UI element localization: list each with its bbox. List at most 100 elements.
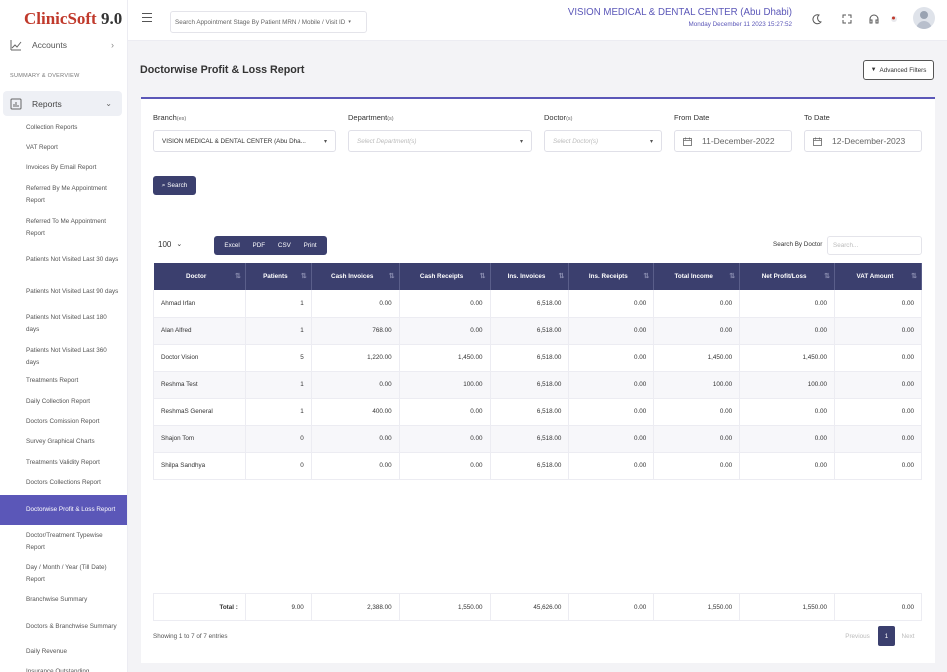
table-header-row: Doctor ⇅ Patients ⇅ Cash Invoices ⇅ Cash Recei… bbox=[153, 263, 922, 290]
sidebar-submenu-item[interactable]: Branchwise Summary bbox=[26, 596, 88, 603]
to-date-label: To Date bbox=[804, 113, 830, 122]
caret-down-icon: ▾ bbox=[348, 19, 351, 25]
column-header[interactable]: Cash Receipts ⇅ bbox=[399, 263, 491, 290]
table-cell: 6,518.00 bbox=[490, 425, 570, 453]
table-search-input[interactable]: Search... bbox=[827, 236, 922, 255]
sidebar-submenu-item[interactable]: Doctor/Treatment Typewise Report bbox=[26, 532, 103, 551]
column-header[interactable]: Ins. Receipts ⇅ bbox=[568, 263, 655, 290]
export-excel-button[interactable]: Excel bbox=[224, 242, 240, 249]
table-cell: 0.00 bbox=[834, 398, 922, 426]
column-header-label: Ins. Receipts bbox=[588, 273, 628, 280]
table-cell: 1,450.00 bbox=[739, 344, 836, 372]
branch-label: Branch(es) bbox=[153, 113, 187, 122]
menu-toggle-icon[interactable] bbox=[142, 13, 152, 23]
sort-icon: ⇅ bbox=[479, 273, 486, 280]
table-cell: 0.00 bbox=[739, 452, 836, 480]
entries-info: Showing 1 to 7 of 7 entries bbox=[153, 633, 228, 640]
totals-table: Total :9.00 2,388.00 1,550.00 45,626.00 0.00… bbox=[153, 593, 922, 621]
table-row: Ahmad Irfan 1 0.00 0.00 6,518.00 0.00 0.00 0.00… bbox=[153, 290, 922, 318]
sidebar-submenu-item[interactable]: Doctorwise Profit & Loss Report bbox=[0, 495, 127, 525]
sidebar-submenu-item[interactable]: Patients Not Visited Last 180 days bbox=[26, 314, 107, 333]
sidebar-submenu-item[interactable]: VAT Report bbox=[26, 144, 58, 151]
sidebar-item-reports[interactable]: Reports ⌄ bbox=[3, 91, 122, 116]
avatar[interactable] bbox=[913, 7, 935, 29]
column-header[interactable]: Net Profit/Loss ⇅ bbox=[739, 263, 836, 290]
sidebar-submenu-item[interactable]: Treatments Report bbox=[26, 377, 79, 384]
export-csv-button[interactable]: CSV bbox=[277, 242, 291, 249]
sidebar-submenu-item[interactable]: Doctors Comission Report bbox=[26, 418, 100, 425]
totals-cell: 9.00 bbox=[245, 593, 312, 621]
table-row: ReshmaS General 1 400.00 0.00 6,518.00 0.00 0.… bbox=[153, 398, 922, 426]
report-icon bbox=[10, 98, 22, 109]
fullscreen-icon[interactable] bbox=[841, 13, 853, 25]
page-1-button[interactable]: 1 bbox=[878, 626, 895, 646]
sidebar-submenu-item[interactable]: Referred By Me Appointment Report bbox=[26, 185, 107, 204]
totals-cell: 45,626.00 bbox=[490, 593, 570, 621]
column-header[interactable]: Doctor ⇅ bbox=[153, 263, 246, 290]
sidebar-submenu-item[interactable]: Treatments Validity Report bbox=[26, 459, 100, 466]
table-cell: 0.00 bbox=[653, 398, 741, 426]
sidebar-submenu-item[interactable]: Referred To Me Appointment Report bbox=[26, 218, 107, 237]
export-pdf-button[interactable]: PDF bbox=[252, 242, 266, 249]
column-header-label: Patients bbox=[263, 273, 288, 280]
next-page-button[interactable]: Next bbox=[901, 632, 915, 640]
page-size-select[interactable]: 100 ⌄ bbox=[153, 236, 187, 252]
sort-icon: ⇅ bbox=[235, 273, 241, 280]
caret-down-icon: ▾ bbox=[649, 138, 653, 145]
notification-icon[interactable] bbox=[888, 13, 900, 25]
print-button[interactable]: Print bbox=[303, 242, 317, 249]
headset-icon[interactable] bbox=[868, 13, 880, 25]
column-header[interactable]: Patients ⇅ bbox=[245, 263, 312, 290]
sidebar-submenu-item[interactable]: Day / Month / Year (Till Date) Report bbox=[26, 564, 107, 583]
previous-page-button[interactable]: Previous bbox=[845, 632, 870, 640]
sidebar-submenu-item[interactable]: Invoices By Email Report bbox=[26, 164, 97, 171]
report-table: Doctor ⇅ Patients ⇅ Cash Invoices ⇅ Cash Recei… bbox=[153, 263, 922, 480]
caret-down-icon: ▾ bbox=[519, 138, 523, 145]
table-cell: Reshma Test bbox=[153, 371, 246, 399]
table-cell: 0.00 bbox=[568, 290, 655, 318]
clinic-info: VISION MEDICAL & DENTAL CENTER (Abu Dhab… bbox=[568, 7, 792, 28]
doctor-select[interactable]: Select Doctor(s) ▾ bbox=[544, 130, 662, 152]
to-date-input[interactable]: 12-December-2023 bbox=[804, 130, 922, 152]
column-header[interactable]: Total Income ⇅ bbox=[653, 263, 741, 290]
sidebar-submenu-item[interactable]: Doctors Collections Report bbox=[26, 479, 101, 486]
sidebar-submenu-item[interactable]: Patients Not Visited Last 90 days bbox=[26, 288, 119, 295]
branch-select[interactable]: VISION MEDICAL & DENTAL CENTER (Abu Dha.… bbox=[153, 130, 336, 152]
table-cell: 0.00 bbox=[834, 452, 922, 480]
appointment-search-input[interactable]: Search Appointment Stage By Patient MRN … bbox=[170, 11, 367, 33]
from-date-value: 11-December-2022 bbox=[702, 136, 775, 146]
sidebar-submenu-item[interactable]: Daily Revenue bbox=[26, 648, 67, 655]
page-size-value: 100 bbox=[158, 239, 172, 249]
advanced-filters-button[interactable]: ▼ Advanced Filters bbox=[863, 60, 934, 80]
sidebar-submenu-item[interactable]: Patients Not Visited Last 30 days bbox=[26, 256, 119, 263]
table-cell: Alan Alfred bbox=[153, 317, 246, 345]
sidebar-submenu-item[interactable]: Patients Not Visited Last 360 days bbox=[26, 347, 107, 366]
sidebar-submenu-item[interactable]: Insurance Outstanding bbox=[26, 668, 90, 672]
sidebar-submenu-item[interactable]: Doctors & Branchwise Summary bbox=[26, 623, 117, 630]
sidebar-submenu-item[interactable]: Daily Collection Report bbox=[26, 398, 91, 405]
doctor-placeholder: Select Doctor(s) bbox=[553, 137, 599, 145]
sidebar-submenu-item[interactable]: Collection Reports bbox=[26, 124, 78, 131]
sort-icon: ⇅ bbox=[558, 273, 565, 280]
table-cell: 0.00 bbox=[568, 425, 655, 453]
search-button[interactable]: ⌕ Search bbox=[153, 176, 196, 195]
sidebar-item-label: Accounts bbox=[32, 40, 67, 50]
column-header[interactable]: Ins. Invoices ⇅ bbox=[490, 263, 570, 290]
from-date-label: From Date bbox=[674, 113, 710, 122]
from-date-input[interactable]: 11-December-2022 bbox=[674, 130, 792, 152]
moon-icon[interactable] bbox=[811, 13, 823, 25]
table-cell: 0.00 bbox=[653, 452, 741, 480]
department-placeholder: Select Department(s) bbox=[357, 137, 417, 145]
sidebar-item-accounts[interactable]: Accounts › bbox=[10, 37, 114, 53]
column-header[interactable]: VAT Amount ⇅ bbox=[834, 263, 922, 290]
table-row: Reshma Test 1 0.00 100.00 6,518.00 0.00 100.00… bbox=[153, 371, 922, 399]
column-header[interactable]: Cash Invoices ⇅ bbox=[311, 263, 400, 290]
table-cell: 1,220.00 bbox=[311, 344, 400, 372]
column-header-label: VAT Amount bbox=[856, 273, 894, 280]
app-logo[interactable]: ClinicSoft 9.0 bbox=[24, 9, 123, 28]
table-cell: 5 bbox=[245, 344, 312, 372]
sidebar-submenu-item[interactable]: Survey Graphical Charts bbox=[26, 438, 95, 445]
table-cell: 1,450.00 bbox=[653, 344, 741, 372]
department-select[interactable]: Select Department(s) ▾ bbox=[348, 130, 532, 152]
column-header-label: Ins. Invoices bbox=[507, 273, 546, 280]
